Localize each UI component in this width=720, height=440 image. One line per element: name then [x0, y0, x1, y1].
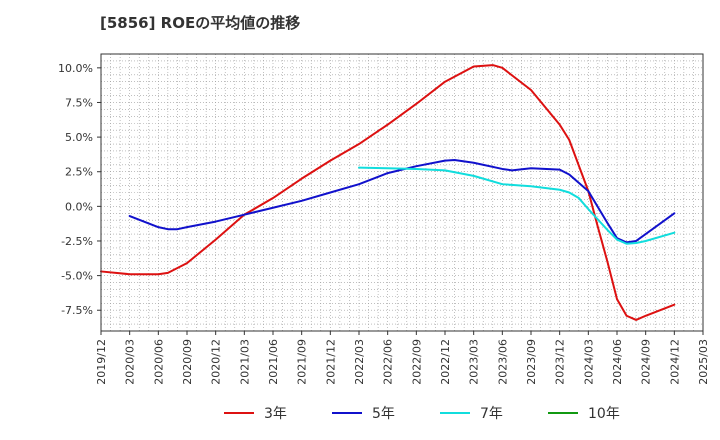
x-tick-label: 2022/12 — [439, 339, 452, 385]
x-tick-label: 2025/03 — [697, 339, 710, 385]
legend-label-2: 5年 — [372, 406, 395, 422]
chart-title: [5856] ROEの平均値の推移 — [100, 14, 301, 32]
x-tick-label: 2020/09 — [181, 339, 194, 385]
x-tick-label: 2023/09 — [525, 339, 538, 385]
y-tick-label: -5.0% — [61, 270, 93, 283]
x-tick-label: 2024/03 — [582, 339, 595, 385]
x-tick-label: 2020/06 — [152, 339, 165, 385]
y-tick-label: -7.5% — [61, 304, 93, 317]
series-line-1 — [100, 64, 676, 321]
axes: 10.0% 7.5% 5.0% 2.5% 0.0% -2.5% -5.0% -7.5% 2019… — [58, 53, 710, 385]
y-tick-label: 2.5% — [65, 166, 93, 179]
x-tick-label: 2022/09 — [410, 339, 423, 385]
x-tick-label: 2021/06 — [267, 339, 280, 385]
x-tick-label: 2022/06 — [382, 339, 395, 385]
series-line-3 — [358, 166, 676, 245]
x-tick-label: 2023/12 — [554, 339, 567, 385]
plot-frame — [100, 53, 704, 332]
legend: 3年 5年 7年 10年 — [224, 406, 620, 422]
x-tick-label: 2024/12 — [668, 339, 681, 385]
x-tick-label: 2021/12 — [324, 339, 337, 385]
y-tick-label: -2.5% — [61, 235, 93, 248]
x-tick-label: 2024/09 — [640, 339, 653, 385]
x-tick-label: 2023/06 — [496, 339, 509, 385]
x-tick-label: 2021/09 — [296, 339, 309, 385]
series-lines — [100, 64, 676, 321]
x-tick-label: 2019/12 — [95, 339, 108, 385]
y-tick-label: 5.0% — [65, 131, 93, 144]
x-tick-label: 2020/03 — [124, 339, 137, 385]
x-tick-label: 2022/03 — [353, 339, 366, 385]
x-tick-label: 2020/12 — [210, 339, 223, 385]
x-tick-label: 2023/03 — [468, 339, 481, 385]
x-tick-label: 2024/06 — [611, 339, 624, 385]
series-line-2 — [128, 158, 676, 244]
legend-label-4: 10年 — [588, 406, 620, 422]
y-tick-label: 7.5% — [65, 96, 93, 109]
y-tick-label: 10.0% — [58, 62, 93, 75]
legend-label-3: 7年 — [480, 406, 503, 422]
y-tick-label: 0.0% — [65, 200, 93, 213]
legend-label-1: 3年 — [264, 406, 287, 422]
x-tick-label: 2021/03 — [238, 339, 251, 385]
